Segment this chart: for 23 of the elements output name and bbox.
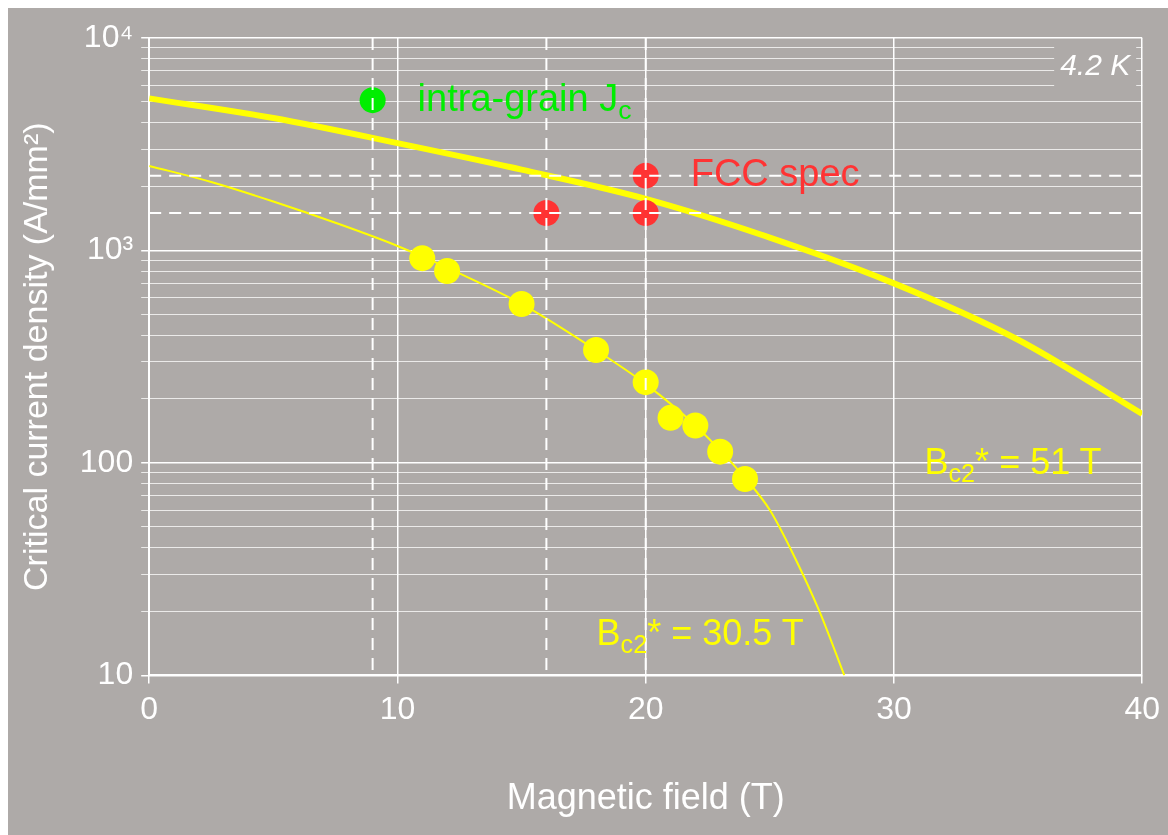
y-tick-label: 10³ [86, 230, 134, 267]
y-tick-label: 10 [97, 655, 134, 692]
point [707, 438, 734, 465]
x-axis-title: Magnetic field (T) [506, 776, 785, 818]
point [682, 412, 709, 439]
series-label: FCC spec [690, 152, 860, 195]
x-tick-label: 10 [379, 690, 416, 727]
x-tick-label: 20 [627, 690, 664, 727]
point [632, 369, 659, 396]
point [732, 466, 758, 493]
x-tick-label: 30 [876, 690, 912, 727]
x-tick-label: 0 [140, 690, 159, 727]
y-tick-label: 100 [79, 442, 134, 479]
y-tick-label: 10⁴ [83, 17, 134, 54]
point [359, 87, 386, 114]
point [434, 258, 461, 285]
y-axis-title: Critical current density (A/mm²) [15, 122, 54, 591]
x-tick-label: 40 [1124, 690, 1160, 727]
annotation: 4.2 K [1060, 48, 1133, 82]
point [508, 290, 535, 317]
point [657, 404, 684, 431]
point [409, 245, 436, 272]
point [583, 337, 610, 364]
